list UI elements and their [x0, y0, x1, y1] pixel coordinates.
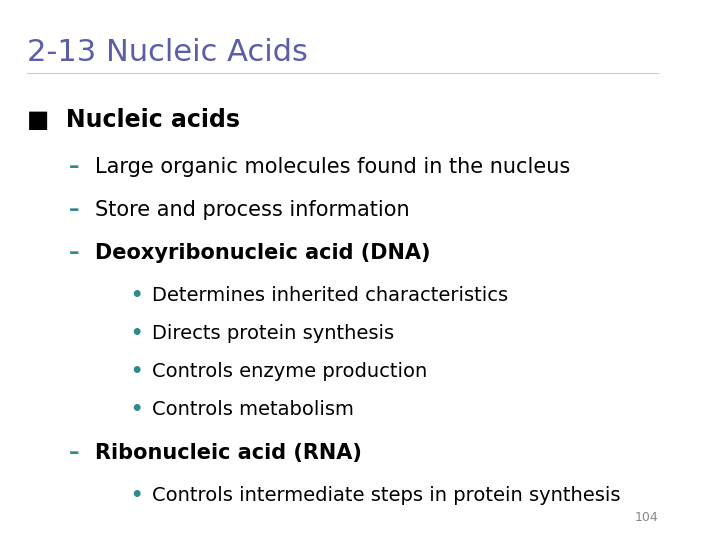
Text: •: •	[130, 286, 143, 305]
Text: ■  Nucleic acids: ■ Nucleic acids	[27, 108, 240, 132]
Text: •: •	[130, 362, 143, 381]
Text: Controls metabolism: Controls metabolism	[152, 400, 354, 419]
Text: 2-13 Nucleic Acids: 2-13 Nucleic Acids	[27, 38, 308, 67]
Text: –: –	[68, 200, 79, 220]
Text: •: •	[130, 400, 143, 419]
Text: –: –	[68, 243, 79, 263]
Text: •: •	[130, 324, 143, 343]
Text: Directs protein synthesis: Directs protein synthesis	[152, 324, 395, 343]
Text: Controls enzyme production: Controls enzyme production	[152, 362, 428, 381]
Text: 104: 104	[634, 511, 658, 524]
Text: Deoxyribonucleic acid (DNA): Deoxyribonucleic acid (DNA)	[94, 243, 430, 263]
Text: Controls intermediate steps in protein synthesis: Controls intermediate steps in protein s…	[152, 486, 621, 505]
Text: Determines inherited characteristics: Determines inherited characteristics	[152, 286, 508, 305]
Text: Ribonucleic acid (RNA): Ribonucleic acid (RNA)	[94, 443, 361, 463]
Text: Large organic molecules found in the nucleus: Large organic molecules found in the nuc…	[94, 157, 570, 177]
Text: –: –	[68, 157, 79, 177]
Text: –: –	[68, 443, 79, 463]
Text: Store and process information: Store and process information	[94, 200, 409, 220]
Text: •: •	[130, 486, 143, 505]
